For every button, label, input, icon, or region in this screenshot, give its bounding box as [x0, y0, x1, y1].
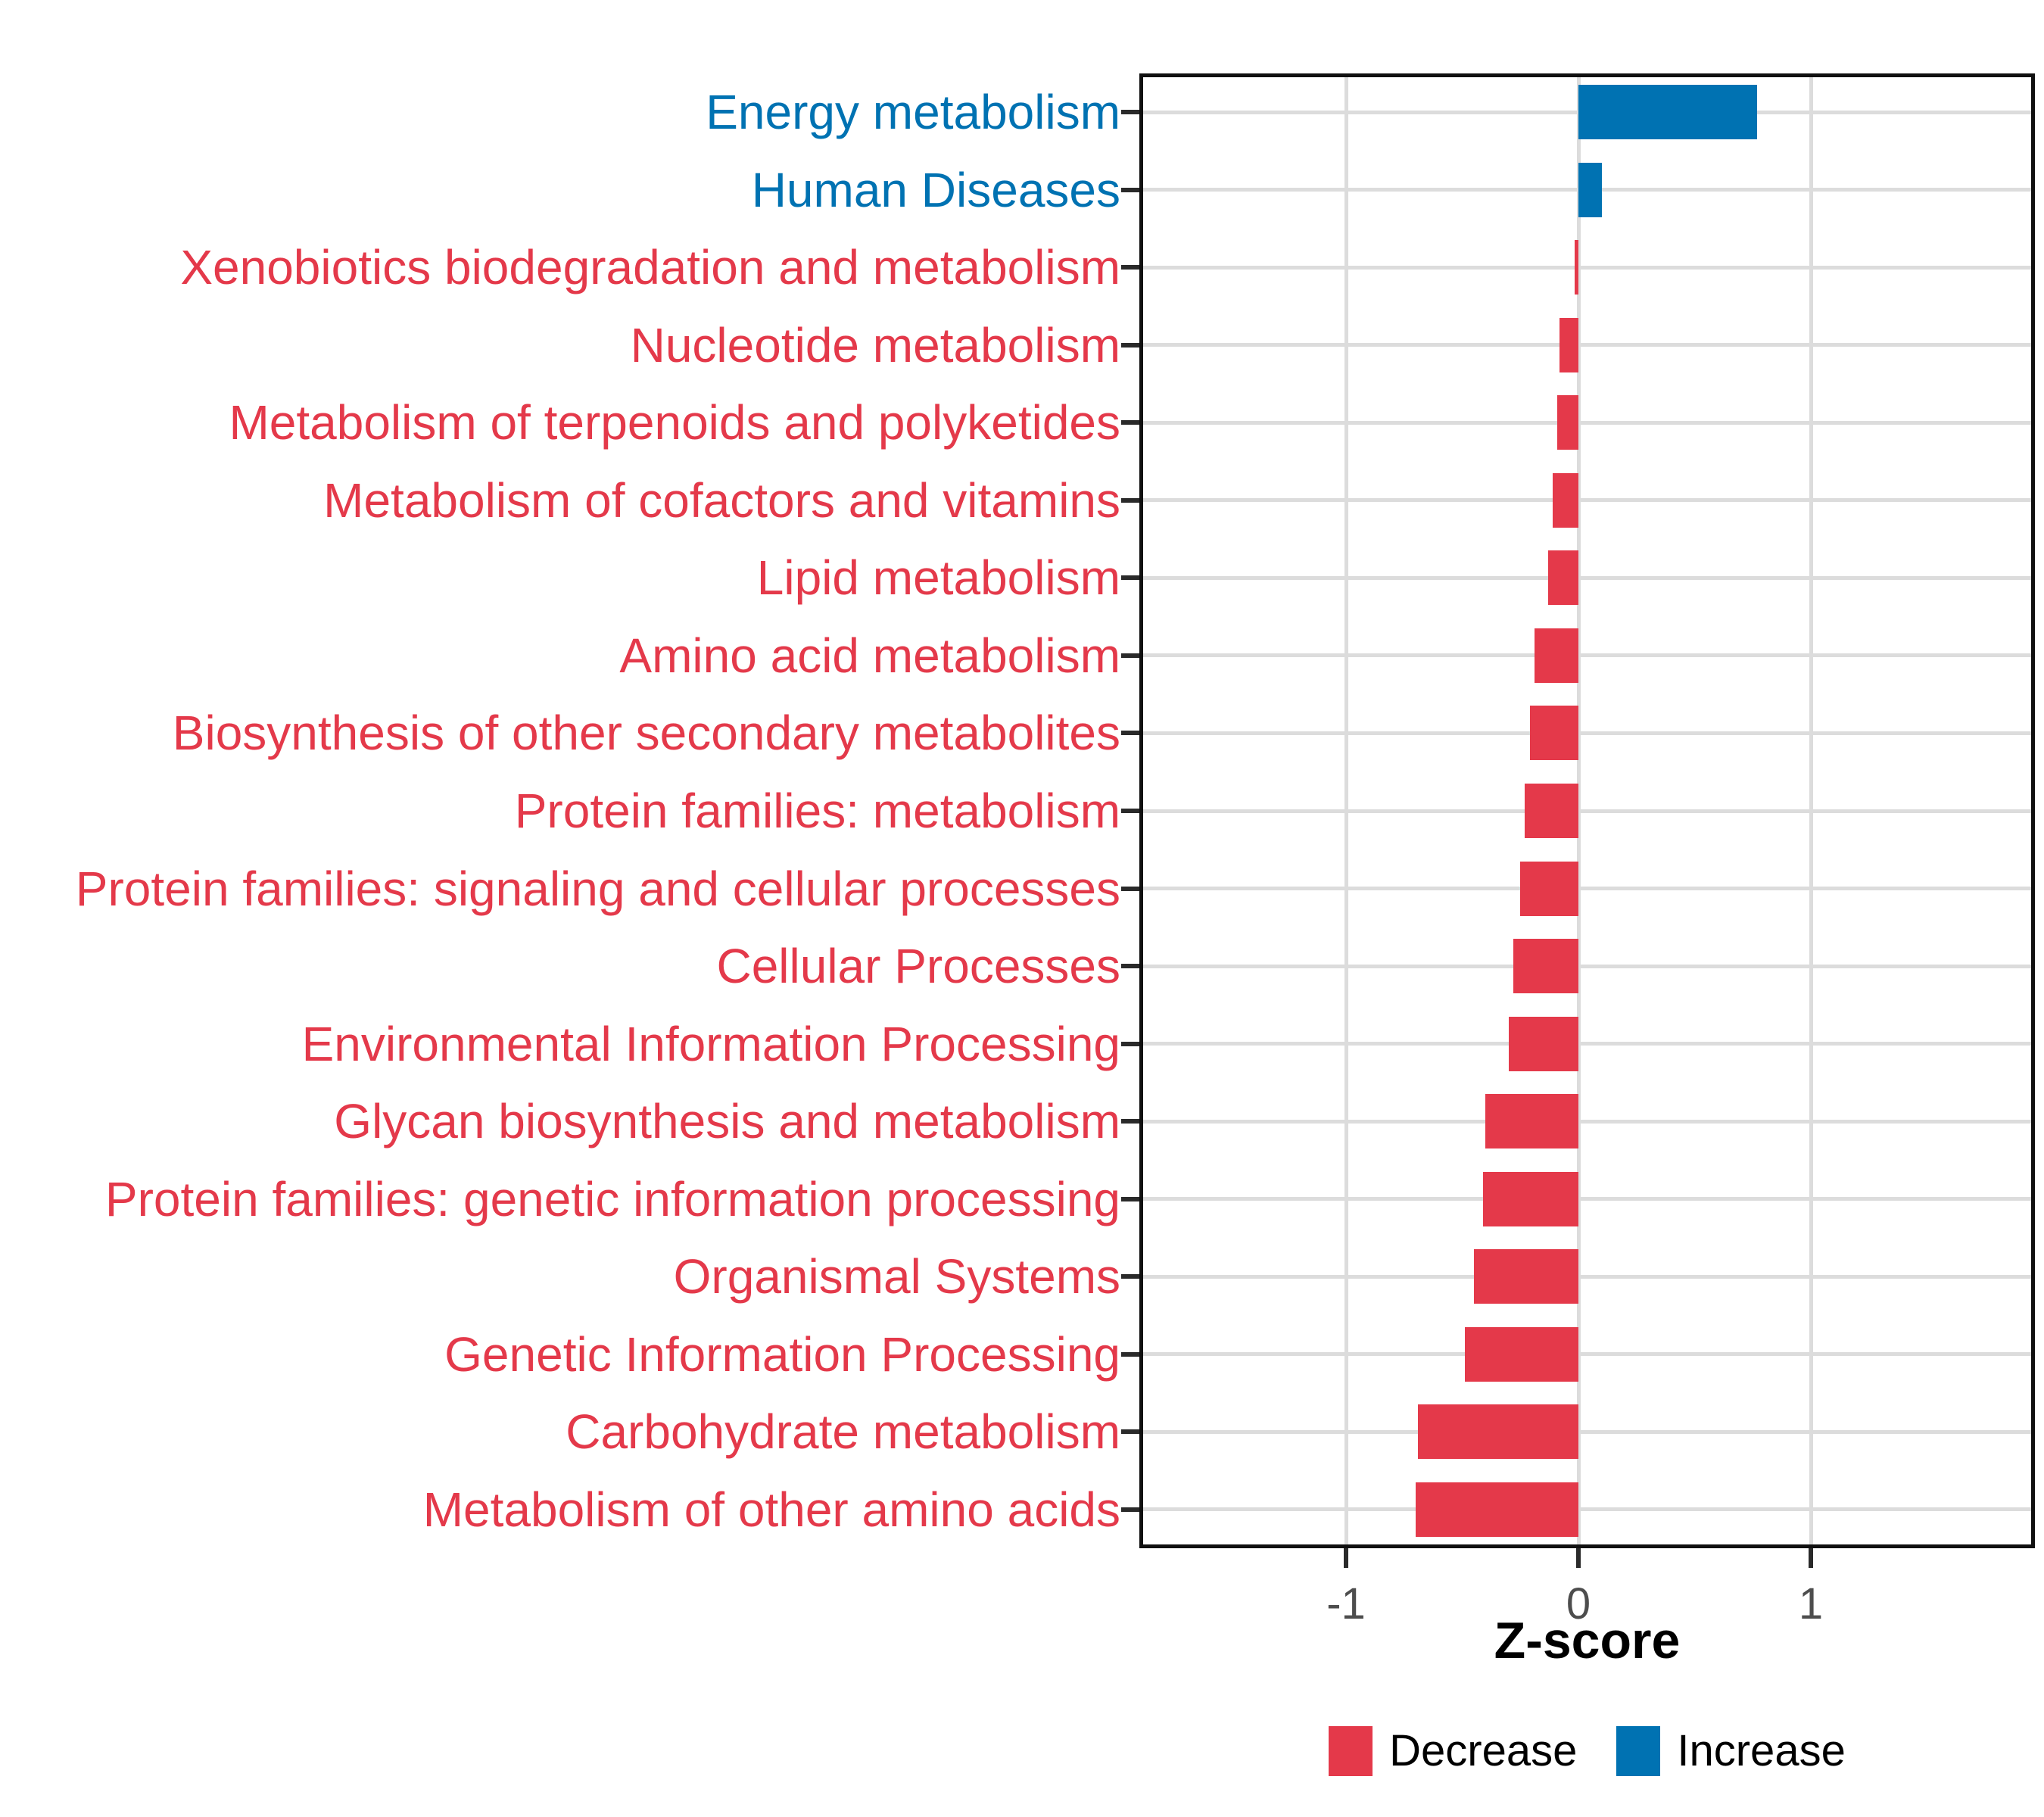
y-tick — [1121, 886, 1139, 891]
bar — [1529, 706, 1578, 761]
h-gridline — [1139, 1507, 2035, 1512]
h-gridline — [1139, 343, 2035, 348]
h-gridline — [1139, 575, 2035, 580]
bar — [1473, 1249, 1578, 1304]
category-label: Protein families: genetic information pr… — [104, 1171, 1120, 1226]
category-label: Biosynthesis of other secondary metaboli… — [172, 706, 1120, 761]
y-tick — [1121, 342, 1139, 348]
h-gridline — [1139, 1352, 2035, 1357]
bar — [1548, 550, 1578, 606]
legend-swatch — [1616, 1726, 1661, 1776]
h-gridline — [1139, 809, 2035, 813]
y-tick — [1121, 731, 1139, 736]
y-tick — [1121, 964, 1139, 969]
category-label: Organismal Systems — [673, 1249, 1120, 1304]
h-gridline — [1139, 653, 2035, 658]
category-label: Lipid metabolism — [756, 550, 1120, 606]
h-gridline — [1139, 964, 2035, 968]
y-tick — [1121, 1429, 1139, 1435]
category-label: Carbohydrate metabolism — [566, 1404, 1120, 1460]
category-label: Xenobiotics biodegradation and metabolis… — [180, 240, 1120, 295]
x-tick-label: 0 — [1566, 1579, 1591, 1628]
x-tick — [1809, 1548, 1813, 1568]
x-tick-label: -1 — [1326, 1579, 1366, 1628]
x-tick — [1576, 1548, 1581, 1568]
bar — [1416, 1482, 1578, 1537]
legend-item: Decrease — [1329, 1726, 1577, 1776]
y-tick — [1121, 1507, 1139, 1512]
h-gridline — [1139, 1429, 2035, 1434]
h-gridline — [1139, 498, 2035, 503]
y-tick — [1121, 1274, 1139, 1279]
bar — [1508, 1016, 1578, 1071]
category-label: Environmental Information Processing — [301, 1016, 1120, 1071]
legend-label: Decrease — [1389, 1726, 1578, 1775]
category-label: Nucleotide metabolism — [630, 317, 1120, 372]
bar — [1575, 240, 1578, 295]
category-label: Protein families: signaling and cellular… — [75, 861, 1120, 916]
v-gridline — [1576, 73, 1581, 1548]
legend-item: Increase — [1616, 1726, 1846, 1776]
h-gridline — [1139, 1042, 2035, 1046]
bar — [1513, 939, 1578, 994]
h-gridline — [1139, 265, 2035, 270]
y-tick — [1121, 265, 1139, 270]
category-label: Glycan biosynthesis and metabolism — [334, 1094, 1120, 1149]
h-gridline — [1139, 420, 2035, 425]
x-tick — [1344, 1548, 1348, 1568]
category-label: Energy metabolism — [706, 85, 1120, 140]
category-label: Protein families: metabolism — [514, 784, 1120, 838]
category-label: Metabolism of terpenoids and polyketides — [229, 395, 1120, 450]
y-tick — [1121, 1351, 1139, 1357]
v-gridline — [1344, 73, 1348, 1548]
h-gridline — [1139, 731, 2035, 735]
bar — [1464, 1326, 1578, 1382]
bar — [1520, 861, 1578, 916]
x-tick-label: 1 — [1798, 1579, 1824, 1628]
category-label: Metabolism of cofactors and vitamins — [323, 472, 1120, 528]
bar — [1418, 1404, 1578, 1460]
bar — [1483, 1171, 1578, 1226]
legend: Decrease Increase — [1139, 1726, 2035, 1776]
y-tick — [1121, 1041, 1139, 1046]
bar — [1557, 395, 1578, 450]
y-tick — [1121, 420, 1139, 425]
bar — [1534, 628, 1578, 683]
x-axis-title: Z-score — [1494, 1612, 1681, 1669]
legend-label: Increase — [1677, 1726, 1846, 1775]
h-gridline — [1139, 1119, 2035, 1124]
category-label: Cellular Processes — [716, 939, 1120, 994]
h-gridline — [1139, 887, 2035, 891]
bar — [1578, 85, 1758, 140]
bar — [1578, 162, 1602, 217]
bar — [1553, 472, 1578, 528]
h-gridline — [1139, 1197, 2035, 1201]
y-tick — [1121, 497, 1139, 503]
y-tick — [1121, 575, 1139, 581]
category-label: Amino acid metabolism — [619, 628, 1120, 683]
category-label: Human Diseases — [751, 162, 1120, 217]
y-tick — [1121, 1196, 1139, 1201]
category-label: Genetic Information Processing — [444, 1326, 1120, 1382]
legend-swatch — [1329, 1726, 1373, 1776]
v-gridline — [1809, 73, 1813, 1548]
bar — [1559, 317, 1578, 372]
y-tick — [1121, 653, 1139, 658]
bar — [1525, 784, 1578, 838]
bar — [1485, 1094, 1578, 1149]
y-tick — [1121, 187, 1139, 192]
h-gridline — [1139, 1274, 2035, 1279]
category-label: Metabolism of other amino acids — [422, 1482, 1120, 1537]
y-tick — [1121, 809, 1139, 813]
y-tick — [1121, 1119, 1139, 1124]
y-tick — [1121, 110, 1139, 115]
